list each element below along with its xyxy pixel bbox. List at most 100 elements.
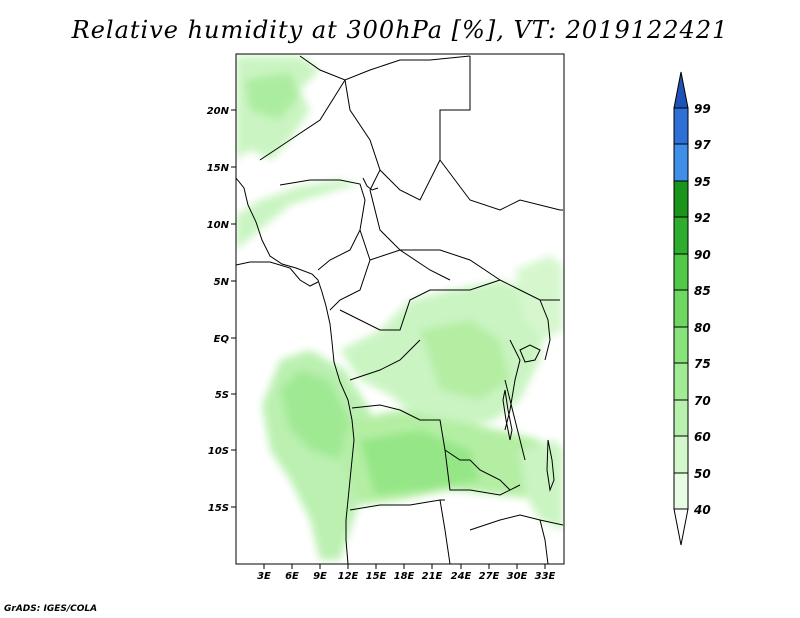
lake-victoria [519, 344, 541, 363]
humidity-area-east [515, 255, 563, 340]
x-tick-label: 21E [422, 571, 443, 582]
colorbar-bin-80-85 [673, 289, 689, 328]
x-tick-label: 3E [257, 571, 271, 582]
x-tick-label: 12E [338, 571, 359, 582]
humidity-area-west-coast [236, 180, 360, 250]
x-tick-12E: 12E [338, 564, 359, 582]
humidity-field [236, 56, 563, 560]
border-sudan [379, 159, 441, 201]
border-cameroon [329, 229, 371, 311]
colorbar-bottom-arrow [673, 508, 689, 546]
border-sahara-1 [299, 55, 471, 81]
humidity-area-angola-core [280, 370, 350, 460]
border-car [369, 249, 501, 281]
y-tick-label: 15N [207, 163, 230, 174]
humidity-area-southern-core [360, 430, 480, 495]
x-tick-6E: 6E [285, 564, 299, 582]
border-great-lakes [504, 379, 526, 461]
colorbar-label-50: 50 [694, 467, 711, 481]
border-namibia-botswana [439, 499, 451, 564]
y-tick-15N: 15N [207, 163, 236, 174]
y-tick-label: 15S [208, 503, 229, 514]
x-tick-21E: 21E [422, 564, 443, 582]
colorbar-label-99: 99 [694, 102, 711, 116]
y-tick-5S: 5S [215, 390, 236, 401]
y-tick-EQ: EQ [214, 334, 236, 345]
border-congo [339, 279, 501, 331]
border-mozambique [539, 519, 549, 564]
y-tick-label: 10S [208, 446, 229, 457]
x-tick-33E: 33E [535, 564, 556, 582]
colorbar-bin-90-92 [673, 216, 689, 255]
x-tick-label: 18E [394, 571, 415, 582]
border-east-africa-3 [539, 299, 551, 361]
colorbar-label-92: 92 [694, 211, 711, 225]
border-angola-south [349, 499, 445, 511]
colorbar-label-40: 40 [693, 503, 711, 517]
y-tick-10S: 10S [208, 446, 236, 457]
chart-title: Relative humidity at 300hPa [%], VT: 201… [71, 16, 729, 44]
x-tick-3E: 3E [257, 564, 271, 582]
colorbar-label-75: 75 [694, 357, 711, 371]
colorbar-label-70: 70 [694, 394, 711, 408]
colorbar-bin-92-95 [673, 180, 689, 218]
border-drc-west [349, 339, 421, 381]
colorbar-bin-97-99 [673, 107, 689, 145]
lake-tanganyika [502, 389, 513, 441]
x-tick-label: 9E [313, 571, 327, 582]
colorbar-label-60: 60 [694, 430, 711, 444]
y-tick-label: 5S [215, 390, 229, 401]
x-axis: 3E 6E 9E 12E 15E 18E 21E 24E 27E 30E 33E [257, 564, 556, 582]
border-east-africa-2 [504, 339, 521, 431]
colorbar-bin-75-80 [673, 326, 689, 364]
colorbar-top-arrow [673, 71, 689, 109]
x-tick-label: 33E [535, 571, 556, 582]
colorbar-bin-50-60 [673, 435, 689, 474]
border-sahara-3 [259, 79, 346, 161]
colorbar-bin-70-75 [673, 362, 689, 401]
border-nigeria [279, 179, 366, 271]
colorbar-label-90: 90 [694, 248, 711, 262]
lake-malawi [546, 439, 555, 492]
colorbar-bin-85-90 [673, 253, 689, 291]
colorbar-bin-60-70 [673, 399, 689, 437]
x-tick-24E: 24E [451, 564, 472, 582]
border-sahara-2 [344, 79, 381, 191]
river-nile [362, 177, 379, 191]
grads-credit: GrADS: IGES/COLA [4, 604, 98, 614]
y-tick-20N: 20N [207, 106, 236, 117]
y-tick-label: 10N [207, 220, 230, 231]
coastline-gulf-of-guinea [236, 261, 319, 287]
y-axis: 20N 15N 10N 5N EQ 5S 10S 15S [207, 106, 236, 514]
x-tick-9E: 9E [313, 564, 327, 582]
x-tick-15E: 15E [366, 564, 387, 582]
border-east-africa-1 [499, 279, 560, 301]
colorbar-label-95: 95 [694, 175, 711, 189]
colorbar-label-85: 85 [694, 284, 711, 298]
x-tick-label: 30E [507, 571, 528, 582]
map-frame [235, 53, 565, 565]
x-tick-30E: 30E [507, 564, 528, 582]
x-tick-label: 15E [366, 571, 387, 582]
colorbar-bin-95-97 [673, 143, 689, 182]
y-tick-label: 5N [214, 277, 230, 288]
y-tick-label: EQ [214, 334, 230, 345]
x-tick-label: 24E [451, 571, 472, 582]
map-boundaries [236, 55, 564, 564]
colorbar-bin-40-50 [673, 472, 689, 510]
humidity-area-northwest-core [245, 72, 300, 120]
colorbar-label-80: 80 [694, 321, 711, 335]
y-tick-5N: 5N [214, 277, 236, 288]
y-tick-15S: 15S [208, 503, 236, 514]
x-tick-label: 6E [285, 571, 299, 582]
border-egypt-libya [439, 56, 563, 211]
colorbar [673, 71, 689, 546]
x-tick-18E: 18E [394, 564, 415, 582]
border-chad [369, 189, 451, 281]
y-tick-label: 20N [207, 106, 230, 117]
y-tick-10N: 10N [207, 220, 236, 231]
border-zambia [444, 449, 521, 496]
colorbar-labels: 99 97 95 92 90 85 80 75 70 60 50 40 [693, 102, 711, 517]
x-tick-27E: 27E [479, 564, 500, 582]
